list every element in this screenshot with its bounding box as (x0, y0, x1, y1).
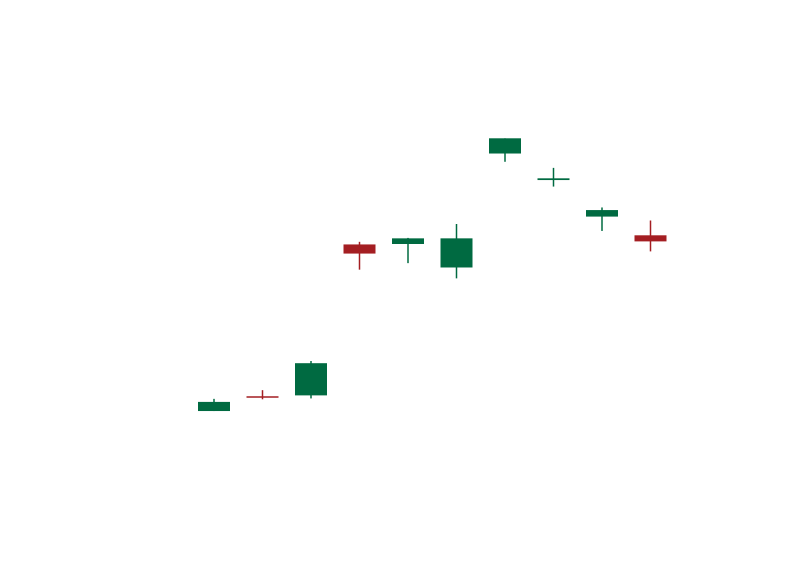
candle-4 (343, 241, 376, 270)
candles-layer (198, 138, 667, 412)
candle-body (440, 238, 473, 268)
candle-body (392, 238, 424, 244)
candle-3 (295, 361, 327, 399)
candle-body (489, 138, 521, 154)
candle-body (246, 396, 279, 398)
candle-8 (537, 167, 570, 187)
candle-5 (392, 237, 424, 264)
candle-7 (489, 138, 521, 162)
candle-body (586, 210, 618, 217)
candle-body (634, 235, 667, 242)
candle-1 (198, 398, 230, 412)
candle-body (295, 363, 327, 396)
candle-10 (634, 220, 667, 252)
candle-body (198, 401, 230, 412)
candle-9 (586, 207, 618, 231)
candle-body (537, 178, 570, 181)
candle-6 (440, 223, 473, 279)
candle-2 (246, 390, 279, 400)
candle-body (343, 244, 376, 254)
